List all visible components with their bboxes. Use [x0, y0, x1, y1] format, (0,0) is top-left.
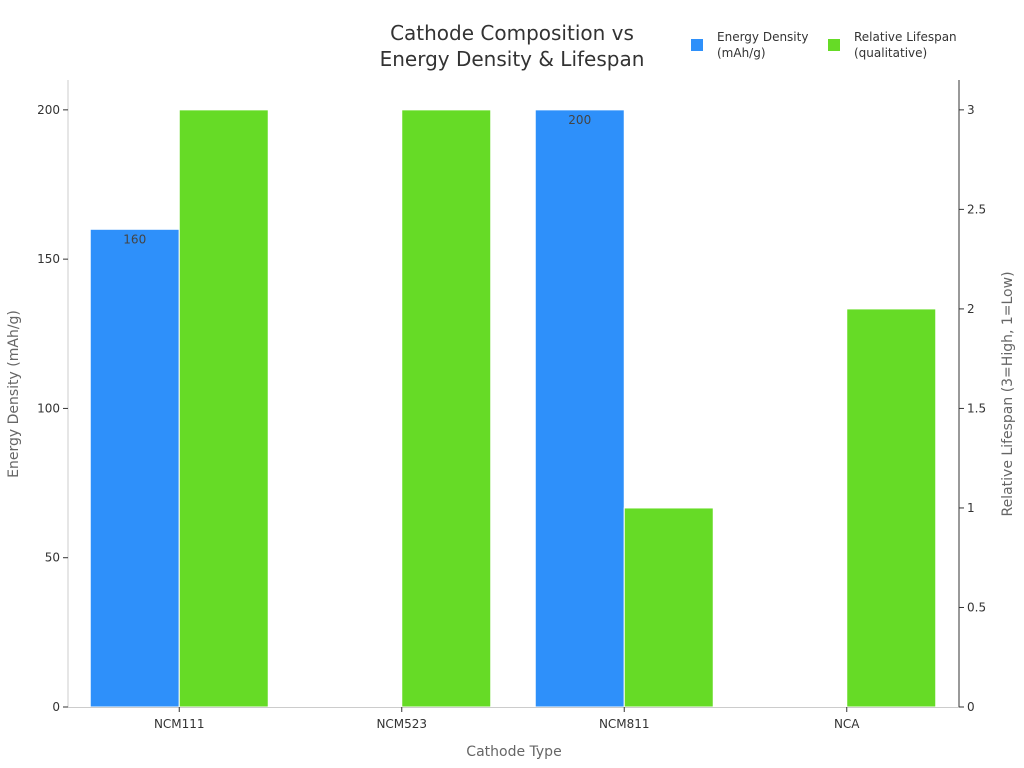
bar-lifespan	[623, 507, 714, 708]
x-tick-label: NCA	[834, 717, 860, 731]
y2-axis-title: Relative Lifespan (3=High, 1=Low)	[1000, 271, 1016, 516]
y2-tick-label: 2	[967, 302, 975, 316]
legend-label: (mAh/g)	[717, 46, 766, 60]
x-tick-label: NCM111	[154, 717, 205, 731]
y-tick-label: 50	[45, 551, 60, 565]
legend-label: Relative Lifespan	[854, 30, 957, 44]
legend-label: Energy Density	[717, 30, 808, 44]
data-label: 160	[123, 232, 146, 246]
legend: Energy Density (mAh/g) Relative Lifespan (q…	[691, 30, 957, 60]
y-tick-label: 200	[37, 103, 60, 117]
y-tick-label: 100	[37, 401, 60, 415]
chart-title-line-1: Cathode Composition vs	[390, 21, 634, 45]
x-tick-label: NCM811	[599, 717, 650, 731]
y2-tick-label: 0	[967, 700, 975, 714]
bar-energy-density	[534, 109, 625, 708]
y2-tick-label: 3	[967, 103, 975, 117]
chart-title-line-2: Energy Density & Lifespan	[380, 47, 645, 71]
y2-tick-label: 1	[967, 501, 975, 515]
bar-energy-density	[89, 228, 180, 708]
legend-swatch	[691, 39, 703, 51]
bar-lifespan	[846, 308, 937, 708]
y2-tick-label: 1.5	[967, 401, 986, 415]
legend-swatch	[828, 39, 840, 51]
chart-title: Cathode Composition vs Energy Density & …	[380, 21, 645, 71]
x-axis-title: Cathode Type	[466, 744, 561, 760]
y2-tick-label: 0.5	[967, 600, 986, 614]
bar-lifespan	[178, 109, 269, 708]
y2-tick-label: 2.5	[967, 202, 986, 216]
y-axis-title: Energy Density (mAh/g)	[6, 310, 22, 478]
x-tick-label: NCM523	[376, 717, 427, 731]
y-tick-label: 0	[52, 700, 60, 714]
legend-item: Energy Density (mAh/g)	[691, 30, 808, 60]
legend-label: (qualitative)	[854, 46, 927, 60]
bar-lifespan	[401, 109, 492, 708]
data-label: 200	[568, 113, 591, 127]
axes-group: 0 50 100 150 200 0 0.5 1 1.5 2 2.5 3 NCM111 NCM523 NCM…	[37, 80, 986, 731]
bars-group: 160 200	[89, 109, 937, 708]
legend-item: Relative Lifespan (qualitative)	[828, 30, 957, 60]
y-tick-label: 150	[37, 252, 60, 266]
